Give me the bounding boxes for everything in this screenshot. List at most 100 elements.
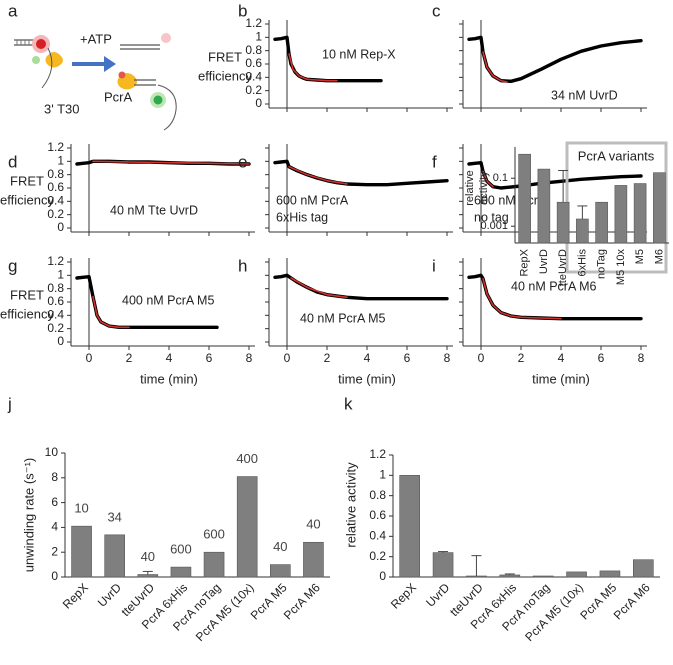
- bar: [104, 534, 125, 578]
- bar: [399, 475, 420, 578]
- schematic-text: PcrA: [104, 89, 133, 104]
- y-tick-label: 0: [255, 96, 262, 110]
- x-tick-label: RepX: [60, 580, 91, 611]
- bar: [236, 476, 258, 578]
- annotation: 400 nM PcrA M5: [122, 293, 214, 307]
- y-tick-label: 8: [51, 470, 58, 484]
- arrow: [72, 56, 116, 72]
- x-tick-label: 8: [246, 351, 253, 365]
- bar: [518, 153, 531, 244]
- y-tick-label: 0: [57, 334, 64, 348]
- bar-annotation: 40: [273, 539, 287, 554]
- bar: [614, 185, 628, 244]
- bar: [532, 575, 554, 578]
- panel-label: e: [238, 152, 247, 171]
- y-axis-label: relative activity: [343, 462, 358, 548]
- bar: [599, 570, 621, 578]
- y-tick-label: 0.2: [47, 207, 64, 221]
- y-tick-label: 0.2: [47, 321, 64, 335]
- bar: [556, 201, 570, 244]
- bar: [170, 566, 192, 578]
- bar: [633, 183, 647, 244]
- x-tick-label: 6xHis: [576, 249, 588, 277]
- y-axis-label: efficiency: [0, 306, 54, 321]
- y-axis-label: FRET: [208, 49, 242, 64]
- y-axis-label: unwinding rate (s⁻¹): [21, 458, 36, 573]
- y-tick-label: 0.8: [369, 488, 386, 502]
- y-tick-label: 0: [379, 569, 386, 583]
- x-tick-label: 4: [166, 351, 173, 365]
- annotation: 40 nM PcrA M6: [511, 279, 596, 293]
- panel-label: k: [344, 394, 353, 413]
- x-tick-label: M6: [653, 249, 665, 264]
- bar-annotation: 600: [203, 527, 225, 542]
- x-tick-label: M5 10x: [615, 249, 627, 286]
- x-tick-label: 6: [598, 351, 605, 365]
- x-tick-label: 0: [86, 351, 93, 365]
- x-tick-label: 8: [638, 351, 645, 365]
- panel-label: h: [238, 256, 247, 275]
- helicase: [45, 52, 63, 68]
- y-tick-label: 1.2: [245, 16, 262, 30]
- y-tick-label: 0.6: [47, 294, 64, 308]
- x-tick-label: RepX: [519, 248, 531, 276]
- panel-label: a: [8, 1, 18, 20]
- y-axis-label: FRET: [10, 173, 44, 188]
- x-tick-label: PcrA M6: [281, 580, 323, 622]
- schematic-text: +ATP: [80, 31, 112, 46]
- y-tick-label: 0.4: [245, 70, 262, 84]
- x-tick-label: UvrD: [95, 580, 124, 609]
- y-tick-label: 0.4: [47, 308, 64, 322]
- y-axis-label: FRET: [10, 287, 44, 302]
- fit-line: [482, 170, 494, 188]
- y-tick-label: 0.6: [47, 180, 64, 194]
- annotation: 10 nM Rep-X: [322, 47, 396, 61]
- y-tick-label: 0: [57, 220, 64, 234]
- x-tick-label: 0: [284, 351, 291, 365]
- bar-annotation: 40: [141, 549, 155, 564]
- bar-annotation: 600: [170, 542, 192, 557]
- box-label: PcrA variants: [578, 148, 655, 163]
- y-tick-label: 0.8: [245, 43, 262, 57]
- bar: [137, 574, 159, 578]
- bar: [71, 525, 92, 578]
- y-tick-label: 1: [57, 268, 64, 282]
- y-tick-label: 6: [51, 495, 58, 509]
- bar: [203, 551, 225, 578]
- bar-annotation: 10: [74, 501, 88, 516]
- y-tick-label: 1.2: [47, 140, 64, 154]
- y-tick-label: 0.8: [47, 281, 64, 295]
- bar-annotation: 34: [107, 509, 121, 524]
- x-axis-label: time (min): [532, 371, 590, 386]
- data-trace: [273, 273, 449, 301]
- bar: [566, 571, 587, 578]
- dna-rungs: [16, 40, 34, 45]
- x-tick-label: 2: [126, 351, 133, 365]
- y-axis-label: activity: [478, 171, 490, 205]
- annotation: 40 nM Tte UvrD: [110, 203, 198, 217]
- y-tick-label: 2: [51, 544, 58, 558]
- x-tick-label: 6: [404, 351, 411, 365]
- y-tick-label: 0.2: [245, 83, 262, 97]
- fit-line: [92, 160, 250, 165]
- bar: [537, 168, 551, 244]
- bar-annotation: 400: [236, 451, 258, 466]
- x-tick-label: UvrD: [538, 249, 550, 274]
- y-tick-label: 0.6: [245, 56, 262, 70]
- x-tick-label: tteUvrD: [557, 249, 569, 286]
- fit-line: [482, 277, 562, 320]
- y-tick-label: 0.4: [47, 194, 64, 208]
- x-tick-label: RepX: [388, 580, 419, 611]
- fit-line: [288, 53, 338, 82]
- y-tick-label: 0.1: [493, 172, 508, 184]
- bar: [466, 575, 487, 578]
- schematic-text: 3' T30: [44, 101, 80, 116]
- y-tick-label: 0.001: [480, 220, 508, 232]
- y-tick-label: 0: [51, 569, 58, 583]
- y-tick-label: 1.2: [47, 254, 64, 268]
- x-tick-label: M5: [634, 249, 646, 264]
- bar: [595, 201, 608, 244]
- acceptor-dye: [118, 71, 126, 79]
- bar: [576, 218, 589, 244]
